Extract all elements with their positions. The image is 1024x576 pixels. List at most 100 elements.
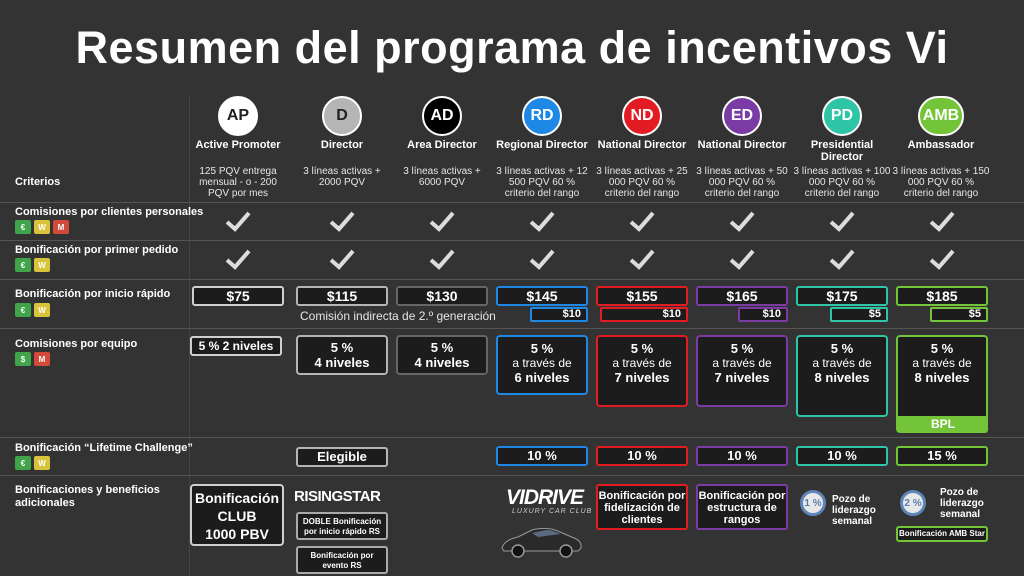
rank-req-ad: 3 líneas activas + 6000 PQV [403, 166, 481, 188]
indirect-value-ed: $10 [738, 307, 788, 322]
lifetime-value-rd: 10 % [496, 446, 588, 466]
team-box-d: 5 % 4 niveles [296, 335, 388, 375]
pool-percent-amb: 2 % [900, 490, 926, 516]
pool-label-amb: Pozo de liderazgo semanal [940, 487, 984, 520]
calendar-month-icon: M [53, 220, 69, 234]
check-icon [729, 249, 755, 270]
badge-nd: ND [622, 96, 662, 136]
fast-start-value-pd: $175 [796, 286, 888, 306]
team-levels: 8 niveles [814, 370, 870, 385]
rank-name-d: Director [320, 139, 364, 151]
vidrive-subtitle: LUXURY CAR CLUB [512, 508, 593, 515]
indirect-value-nd: $10 [600, 307, 688, 322]
badge-d: D [322, 96, 362, 136]
check-icon [429, 249, 455, 270]
bpl-badge: BPL [898, 416, 988, 433]
risingstar-logo: RISINGSTAR [294, 488, 381, 505]
badge-ed: ED [722, 96, 762, 136]
club-line: Bonificación [194, 490, 279, 506]
car-icon [501, 527, 582, 558]
rank-req-ap: 125 PQV entrega mensual - o - 200 PQV po… [199, 166, 277, 199]
lifetime-eligible-d: Elegible [296, 447, 388, 467]
indirect-value-rd: $10 [530, 307, 588, 322]
rank-req-nd: 3 líneas activas + 25 000 PQV 60 % crite… [596, 166, 688, 199]
team-percent: 5 % [830, 341, 854, 356]
team-box-ad: 5 % 4 niveles [396, 335, 488, 375]
badge-rd: RD [522, 96, 562, 136]
team-percent: 5 % [430, 340, 454, 355]
dollar-icon: € [15, 303, 31, 317]
rank-req-d: 3 líneas activas + 2000 PQV [303, 166, 381, 188]
lifetime-value-amb: 15 % [896, 446, 988, 466]
check-icon [329, 249, 355, 270]
dollar-icon: € [15, 220, 31, 234]
team-through: a través de [612, 356, 672, 370]
check-icon [225, 249, 251, 270]
row-label-criterios: Criterios [15, 176, 61, 188]
loyalty-bonus-box: Bonificación por fidelización de cliente… [596, 484, 688, 530]
dollar-icon: € [15, 456, 31, 470]
team-through: a través de [512, 356, 572, 370]
rank-req-amb: 3 líneas activas + 150 000 PQV 60 % crit… [892, 166, 990, 199]
check-icon [929, 249, 955, 270]
calendar-week-icon: W [34, 220, 50, 234]
column-divider [189, 96, 190, 576]
club-bonus-box: Bonificación CLUB 1000 PBV [190, 484, 284, 546]
rank-req-pd: 3 líneas activas + 100 000 PQV 60 % crit… [793, 166, 891, 199]
row-label-first-order: Bonificación por primer pedido [15, 244, 179, 256]
calendar-week-icon: W [34, 303, 50, 317]
rank-name-ad: Area Director [407, 139, 477, 151]
rank-name-ap: Active Promoter [195, 139, 281, 151]
team-levels: 8 niveles [914, 370, 970, 385]
fast-start-value-ed: $165 [696, 286, 788, 306]
club-line: CLUB [217, 508, 257, 524]
rank-req-ed: 3 líneas activas + 50 000 PQV 60 % crite… [696, 166, 788, 199]
team-box-nd: 5 % a través de 7 niveles [596, 335, 688, 407]
check-icon [225, 211, 251, 232]
calendar-month-icon: M [34, 352, 50, 366]
check-icon [629, 249, 655, 270]
badge-amb: AMB [918, 96, 964, 136]
row-divider [0, 437, 1024, 438]
check-icon [929, 211, 955, 232]
amb-star-bonus: Bonificación AMB Star [896, 526, 988, 542]
team-through: a través de [812, 356, 872, 370]
fast-start-value-d: $115 [296, 286, 388, 306]
calendar-icons: € W [15, 258, 50, 272]
team-levels: 6 niveles [514, 370, 570, 385]
indirect-value-pd: $5 [830, 307, 888, 322]
row-divider [0, 279, 1024, 280]
row-divider [0, 328, 1024, 329]
club-line: 1000 PBV [205, 526, 269, 542]
team-through: a través de [712, 356, 772, 370]
team-levels: 7 niveles [614, 370, 670, 385]
check-icon [529, 211, 555, 232]
lifetime-value-pd: 10 % [796, 446, 888, 466]
rs-double-bonus: DOBLE Bonificación por inicio rápido RS [296, 512, 388, 540]
check-icon [829, 249, 855, 270]
team-box-pd: 5 % a través de 8 niveles [796, 335, 888, 417]
calendar-icons: $ M [15, 352, 50, 366]
fast-start-value-amb: $185 [896, 286, 988, 306]
team-box-rd: 5 % a través de 6 niveles [496, 335, 588, 395]
team-box-ed: 5 % a través de 7 niveles [696, 335, 788, 407]
calendar-icons: € W M [15, 220, 69, 234]
indirect-commission-label: Comisión indirecta de 2.º generación [300, 309, 496, 323]
team-percent: 5 % [530, 341, 554, 356]
row-label-fast-start: Bonificación por inicio rápido [15, 288, 171, 300]
badge-pd: PD [822, 96, 862, 136]
calendar-week-icon: W [34, 456, 50, 470]
vidrive-logo: VIDRIVE [506, 486, 584, 509]
check-icon [629, 211, 655, 232]
row-label-lifetime: Bonificación “Lifetime Challenge” [15, 442, 193, 454]
fast-start-value-rd: $145 [496, 286, 588, 306]
row-divider [0, 202, 1024, 203]
check-icon [529, 249, 555, 270]
team-percent: 5 % [630, 341, 654, 356]
calendar-week-icon: W [34, 258, 50, 272]
team-value-ap: 5 % 2 niveles [190, 336, 282, 356]
team-percent: 5 % [730, 341, 754, 356]
badge-ad: AD [422, 96, 462, 136]
pool-label-pd: Pozo de liderazgo semanal [832, 494, 876, 527]
badge-ap: AP [218, 96, 258, 136]
